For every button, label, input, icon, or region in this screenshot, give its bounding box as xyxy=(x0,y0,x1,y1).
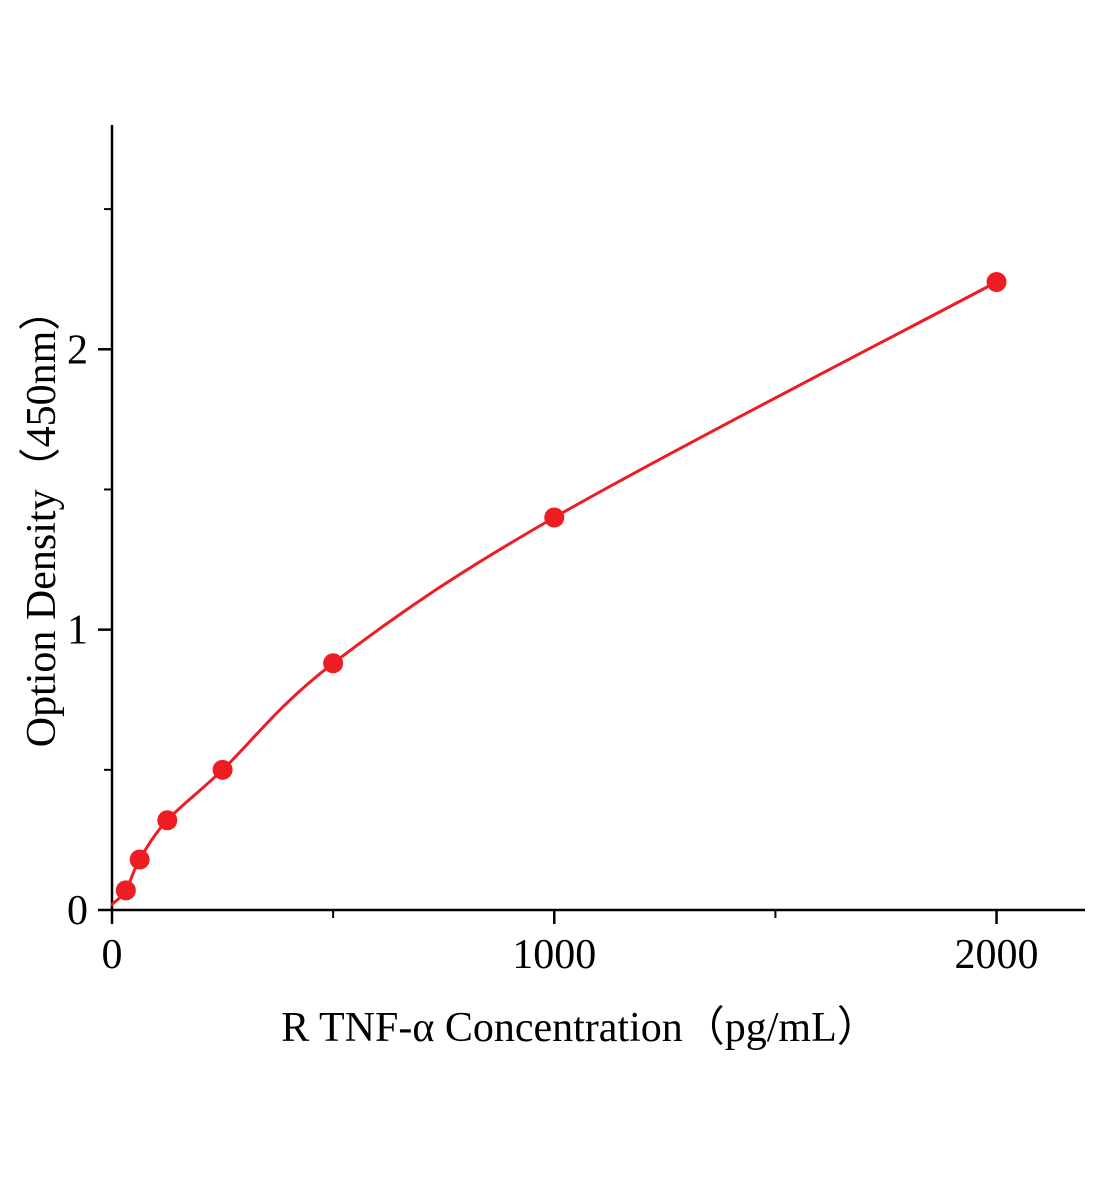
data-point xyxy=(544,507,565,528)
data-point xyxy=(986,272,1007,292)
x-tick-label: 1000 xyxy=(512,932,596,978)
y-axis-title: Option Density（450nm） xyxy=(19,288,65,748)
x-tick-label: 0 xyxy=(102,932,123,978)
data-point xyxy=(212,759,233,780)
data-point xyxy=(323,653,344,674)
y-tick-label: 0 xyxy=(67,888,88,934)
standard-curve-line xyxy=(110,280,999,906)
data-point xyxy=(157,810,178,831)
y-tick-label: 1 xyxy=(67,608,88,654)
x-axis-title: R TNF-α Concentration（pg/mL） xyxy=(281,1005,879,1051)
x-tick-label: 2000 xyxy=(955,932,1039,978)
y-tick-label: 2 xyxy=(67,327,88,373)
data-point xyxy=(115,880,136,901)
data-point xyxy=(129,849,150,870)
